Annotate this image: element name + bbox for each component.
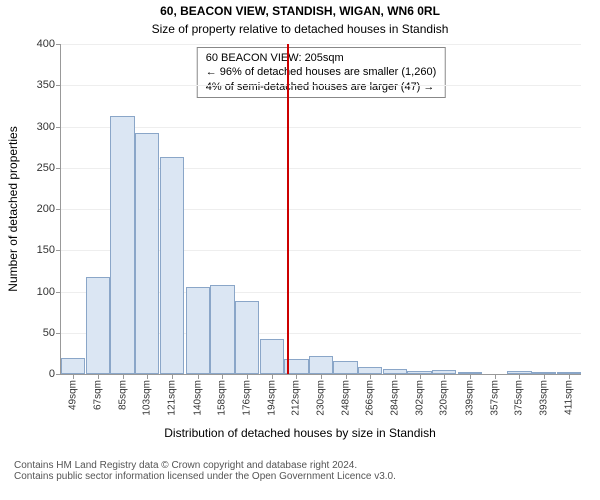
histogram-bar xyxy=(260,339,284,374)
y-gridline xyxy=(61,44,581,45)
x-tick-mark xyxy=(147,374,148,379)
x-tick-label: 357sqm xyxy=(489,380,500,416)
footer-line-2: Contains public sector information licen… xyxy=(14,471,396,482)
x-tick-mark xyxy=(569,374,570,379)
x-tick-mark xyxy=(73,374,74,379)
x-tick-mark xyxy=(470,374,471,379)
x-tick-mark xyxy=(247,374,248,379)
x-tick-label: 85sqm xyxy=(117,380,128,410)
y-tick-label: 0 xyxy=(49,368,55,380)
y-tick-label: 100 xyxy=(37,286,55,298)
histogram-bar xyxy=(135,133,159,374)
histogram-bar xyxy=(210,285,234,374)
x-tick-mark xyxy=(495,374,496,379)
y-tick-mark xyxy=(56,127,61,128)
y-tick-mark xyxy=(56,209,61,210)
y-tick-mark xyxy=(56,168,61,169)
x-tick-mark xyxy=(444,374,445,379)
reference-line xyxy=(287,44,289,374)
x-tick-mark xyxy=(222,374,223,379)
y-tick-mark xyxy=(56,85,61,86)
x-tick-label: 121sqm xyxy=(166,380,177,416)
marker-annotation: 60 BEACON VIEW: 205sqm ← 96% of detached… xyxy=(197,47,446,98)
x-tick-label: 103sqm xyxy=(142,380,153,416)
y-tick-mark xyxy=(56,333,61,334)
annotation-line-1: 60 BEACON VIEW: 205sqm xyxy=(206,51,437,65)
histogram-bar xyxy=(61,358,85,375)
y-gridline xyxy=(61,85,581,86)
x-tick-label: 320sqm xyxy=(439,380,450,416)
x-tick-mark xyxy=(272,374,273,379)
y-gridline xyxy=(61,127,581,128)
y-tick-mark xyxy=(56,44,61,45)
y-tick-mark xyxy=(56,374,61,375)
x-tick-mark xyxy=(420,374,421,379)
x-tick-label: 140sqm xyxy=(192,380,203,416)
x-tick-mark xyxy=(346,374,347,379)
address-title: 60, BEACON VIEW, STANDISH, WIGAN, WN6 0R… xyxy=(0,4,600,18)
x-tick-label: 411sqm xyxy=(563,380,574,415)
x-tick-mark xyxy=(519,374,520,379)
x-tick-label: 339sqm xyxy=(465,380,476,416)
plot-area: 60 BEACON VIEW: 205sqm ← 96% of detached… xyxy=(60,44,581,375)
histogram-bar xyxy=(333,361,357,374)
x-tick-label: 393sqm xyxy=(539,380,550,416)
chart-subtitle: Size of property relative to detached ho… xyxy=(0,22,600,36)
histogram-bar xyxy=(186,287,210,374)
histogram-bar xyxy=(110,116,134,374)
x-tick-mark xyxy=(296,374,297,379)
x-tick-mark xyxy=(172,374,173,379)
chart-container: 60, BEACON VIEW, STANDISH, WIGAN, WN6 0R… xyxy=(0,0,600,500)
histogram-bar xyxy=(86,277,110,374)
x-tick-label: 302sqm xyxy=(414,380,425,416)
histogram-bar xyxy=(235,301,259,374)
footer-line-1: Contains HM Land Registry data © Crown c… xyxy=(14,460,396,471)
annotation-line-3: 4% of semi-detached houses are larger (4… xyxy=(206,80,437,94)
x-tick-label: 67sqm xyxy=(92,380,103,410)
x-axis-label: Distribution of detached houses by size … xyxy=(0,426,600,440)
x-tick-label: 212sqm xyxy=(291,380,302,416)
x-tick-mark xyxy=(544,374,545,379)
x-tick-label: 49sqm xyxy=(68,380,79,410)
histogram-bar xyxy=(309,356,333,374)
y-tick-mark xyxy=(56,292,61,293)
x-tick-mark xyxy=(395,374,396,379)
x-tick-label: 194sqm xyxy=(266,380,277,416)
y-tick-label: 250 xyxy=(37,162,55,174)
histogram-bar xyxy=(160,157,184,374)
y-tick-label: 350 xyxy=(37,79,55,91)
x-tick-mark xyxy=(370,374,371,379)
x-tick-mark xyxy=(123,374,124,379)
y-axis-label: Number of detached properties xyxy=(6,126,20,291)
y-tick-label: 400 xyxy=(37,38,55,50)
y-tick-label: 50 xyxy=(43,327,55,339)
x-tick-mark xyxy=(321,374,322,379)
x-tick-mark xyxy=(198,374,199,379)
x-tick-mark xyxy=(98,374,99,379)
annotation-line-2: ← 96% of detached houses are smaller (1,… xyxy=(206,65,437,79)
x-tick-label: 266sqm xyxy=(365,380,376,416)
x-tick-label: 176sqm xyxy=(242,380,253,416)
y-tick-label: 150 xyxy=(37,244,55,256)
x-tick-label: 248sqm xyxy=(340,380,351,416)
x-tick-label: 158sqm xyxy=(217,380,228,416)
x-tick-label: 375sqm xyxy=(514,380,525,416)
y-tick-mark xyxy=(56,250,61,251)
y-tick-label: 300 xyxy=(37,121,55,133)
x-tick-label: 284sqm xyxy=(389,380,400,416)
x-tick-label: 230sqm xyxy=(316,380,327,416)
y-tick-label: 200 xyxy=(37,203,55,215)
footer-attribution: Contains HM Land Registry data © Crown c… xyxy=(14,460,396,482)
histogram-bar xyxy=(358,367,382,374)
